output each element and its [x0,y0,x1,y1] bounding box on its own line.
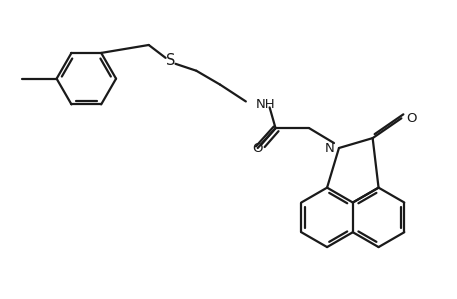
Text: N: N [324,141,334,155]
Text: NH: NH [256,98,276,111]
Text: O: O [406,112,417,125]
Text: O: O [252,141,263,155]
Text: S: S [166,53,175,68]
